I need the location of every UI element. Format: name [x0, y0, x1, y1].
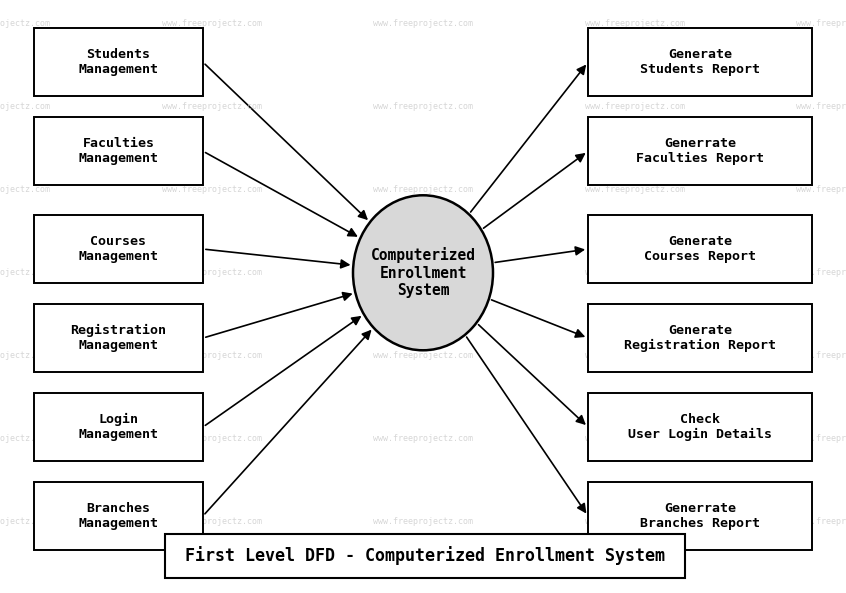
Text: www.freeprojectz.com: www.freeprojectz.com [373, 268, 473, 278]
Text: www.freeprojectz.com: www.freeprojectz.com [373, 102, 473, 111]
Text: www.freeprojectz.com: www.freeprojectz.com [0, 517, 50, 527]
FancyBboxPatch shape [34, 393, 203, 461]
FancyBboxPatch shape [588, 117, 812, 186]
Text: www.freeprojectz.com: www.freeprojectz.com [585, 517, 684, 527]
Text: www.freeprojectz.com: www.freeprojectz.com [162, 434, 261, 444]
Text: Computerized
Enrollment
System: Computerized Enrollment System [371, 247, 475, 298]
Text: www.freeprojectz.com: www.freeprojectz.com [0, 268, 50, 278]
Text: Login
Management: Login Management [79, 413, 158, 441]
Text: Faculties
Management: Faculties Management [79, 137, 158, 165]
FancyBboxPatch shape [588, 393, 812, 461]
Text: www.freeprojectz.com: www.freeprojectz.com [796, 268, 846, 278]
FancyBboxPatch shape [588, 482, 812, 550]
Text: www.freeprojectz.com: www.freeprojectz.com [796, 351, 846, 361]
Text: www.freeprojectz.com: www.freeprojectz.com [585, 434, 684, 444]
Text: Students
Management: Students Management [79, 48, 158, 76]
Text: www.freeprojectz.com: www.freeprojectz.com [373, 434, 473, 444]
Text: Courses
Management: Courses Management [79, 235, 158, 263]
FancyBboxPatch shape [34, 28, 203, 97]
FancyBboxPatch shape [588, 304, 812, 372]
Text: www.freeprojectz.com: www.freeprojectz.com [0, 102, 50, 111]
Text: www.freeprojectz.com: www.freeprojectz.com [162, 351, 261, 361]
Text: www.freeprojectz.com: www.freeprojectz.com [796, 517, 846, 527]
Text: www.freeprojectz.com: www.freeprojectz.com [373, 517, 473, 527]
FancyBboxPatch shape [165, 534, 685, 578]
Text: Generrate
Branches Report: Generrate Branches Report [640, 502, 760, 530]
Text: www.freeprojectz.com: www.freeprojectz.com [796, 102, 846, 111]
FancyBboxPatch shape [34, 304, 203, 372]
FancyBboxPatch shape [34, 215, 203, 283]
Text: Registration
Management: Registration Management [70, 324, 167, 352]
Text: www.freeprojectz.com: www.freeprojectz.com [373, 185, 473, 195]
Text: Generate
Students Report: Generate Students Report [640, 48, 760, 76]
Text: www.freeprojectz.com: www.freeprojectz.com [796, 434, 846, 444]
Text: www.freeprojectz.com: www.freeprojectz.com [585, 102, 684, 111]
Text: Generate
Courses Report: Generate Courses Report [644, 235, 756, 263]
Text: Check
User Login Details: Check User Login Details [628, 413, 772, 441]
Text: www.freeprojectz.com: www.freeprojectz.com [585, 351, 684, 361]
Text: Generate
Registration Report: Generate Registration Report [624, 324, 776, 352]
Text: Generrate
Faculties Report: Generrate Faculties Report [636, 137, 764, 165]
Text: www.freeprojectz.com: www.freeprojectz.com [162, 102, 261, 111]
Ellipse shape [353, 195, 493, 350]
Text: Branches
Management: Branches Management [79, 502, 158, 530]
Text: www.freeprojectz.com: www.freeprojectz.com [796, 185, 846, 195]
Text: www.freeprojectz.com: www.freeprojectz.com [585, 268, 684, 278]
FancyBboxPatch shape [588, 28, 812, 97]
FancyBboxPatch shape [34, 482, 203, 550]
FancyBboxPatch shape [34, 117, 203, 186]
Text: www.freeprojectz.com: www.freeprojectz.com [0, 19, 50, 28]
Text: www.freeprojectz.com: www.freeprojectz.com [585, 19, 684, 28]
Text: www.freeprojectz.com: www.freeprojectz.com [0, 434, 50, 444]
Text: www.freeprojectz.com: www.freeprojectz.com [162, 19, 261, 28]
Text: www.freeprojectz.com: www.freeprojectz.com [162, 517, 261, 527]
Text: First Level DFD - Computerized Enrollment System: First Level DFD - Computerized Enrollmen… [185, 546, 665, 566]
Text: www.freeprojectz.com: www.freeprojectz.com [0, 185, 50, 195]
Text: www.freeprojectz.com: www.freeprojectz.com [162, 185, 261, 195]
Text: www.freeprojectz.com: www.freeprojectz.com [162, 268, 261, 278]
FancyBboxPatch shape [588, 215, 812, 283]
Text: www.freeprojectz.com: www.freeprojectz.com [373, 19, 473, 28]
Text: www.freeprojectz.com: www.freeprojectz.com [796, 19, 846, 28]
Text: www.freeprojectz.com: www.freeprojectz.com [0, 351, 50, 361]
Text: www.freeprojectz.com: www.freeprojectz.com [373, 351, 473, 361]
Text: www.freeprojectz.com: www.freeprojectz.com [585, 185, 684, 195]
